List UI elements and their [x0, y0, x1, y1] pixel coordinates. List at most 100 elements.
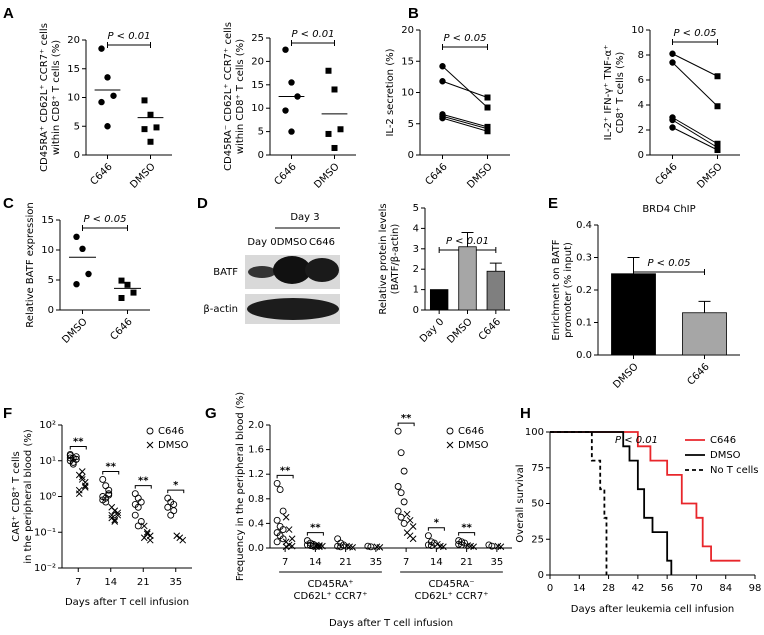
dot — [434, 540, 441, 548]
dot — [143, 530, 151, 538]
y-tick-label: 0.8 — [248, 494, 264, 505]
x-tick-label: DMSO — [60, 316, 89, 345]
y-axis-label: Frequency in the peripheral blood (%) — [235, 392, 246, 581]
y-tick-label: 10⁻² — [34, 563, 56, 574]
dot — [349, 544, 356, 551]
x-tick-label: 14 — [430, 557, 443, 568]
y-tick-label: 10 — [41, 245, 54, 256]
x-axis-label: Days after leukemia cell infusion — [571, 604, 734, 615]
y-axis-label: CAR⁺ CD8⁺ T cells — [11, 451, 22, 541]
dot — [130, 289, 137, 296]
y-tick-label: 1.6 — [248, 445, 264, 456]
y-tick-label: 5 — [408, 119, 414, 130]
y-tick-label: 0 — [408, 150, 414, 161]
legend-label: DMSO — [710, 450, 741, 461]
dot — [69, 460, 77, 468]
group-label: CD62L⁺ CCR7⁺ — [294, 591, 368, 602]
error-bar — [461, 231, 474, 247]
dot — [276, 486, 284, 494]
dot — [273, 538, 281, 546]
p-value: P < 0.01 — [291, 29, 334, 40]
y-axis-label: CD8⁺ T cells (%) — [615, 52, 626, 134]
error-bar — [698, 300, 711, 313]
x-tick-label: 42 — [631, 583, 644, 594]
sig-bracket — [167, 489, 185, 494]
dot — [114, 509, 122, 517]
dot — [316, 543, 323, 551]
dot — [81, 484, 89, 491]
y-tick-label: 4 — [413, 223, 419, 234]
x-tick-label: 35 — [169, 577, 182, 588]
dot — [140, 534, 148, 542]
dot — [427, 542, 435, 549]
dot — [279, 535, 287, 543]
p-value: P < 0.05 — [673, 28, 716, 39]
dot — [75, 486, 83, 494]
y-axis-label: within CD8⁺ T cells (%) — [235, 39, 246, 154]
dot — [455, 540, 463, 548]
dot — [111, 518, 119, 525]
dot — [173, 532, 181, 540]
dot — [73, 281, 80, 288]
significance: * — [434, 518, 440, 529]
dot — [440, 543, 447, 551]
dot — [108, 511, 116, 519]
dot — [714, 147, 721, 153]
y-tick-label: 10 — [631, 25, 644, 36]
y-axis-label: Overall survival — [515, 464, 526, 542]
panel-label: F — [3, 405, 12, 422]
dot — [140, 522, 148, 530]
legend-label: C646 — [158, 426, 184, 437]
dot — [714, 103, 721, 110]
dot — [669, 59, 676, 66]
dot — [409, 535, 417, 543]
x-tick-label: DMSO — [128, 161, 157, 190]
y-tick-label: 0 — [538, 570, 544, 581]
dot — [170, 507, 178, 515]
y-tick-label: 0 — [48, 305, 54, 316]
bar — [682, 312, 727, 356]
dot — [394, 427, 402, 435]
dot — [279, 526, 287, 533]
dot — [110, 92, 117, 99]
significance: ** — [280, 465, 291, 476]
y-tick-label: 5 — [413, 203, 419, 214]
x-tick-label: 84 — [719, 583, 732, 594]
dot — [98, 45, 105, 52]
dot — [131, 511, 139, 519]
legend-label: DMSO — [158, 440, 189, 451]
bar — [429, 289, 449, 311]
dot — [470, 543, 477, 551]
y-tick-label: 100 — [525, 427, 544, 438]
y-tick-label: 10⁻¹ — [34, 527, 56, 538]
panel-label: A — [3, 5, 14, 22]
y-tick-label: 4 — [638, 100, 644, 111]
dot — [325, 130, 332, 137]
panel-label: D — [197, 195, 208, 212]
pair-line — [442, 113, 488, 128]
dot — [141, 126, 148, 133]
y-tick-label: 5 — [48, 275, 54, 286]
dot — [306, 542, 314, 549]
significance: ** — [461, 523, 472, 534]
dot — [98, 98, 105, 106]
x-tick-label: C646 — [424, 161, 450, 187]
y-tick-label: 20 — [251, 56, 264, 67]
blot-band — [247, 298, 339, 320]
y-tick-label: 10 — [67, 93, 80, 104]
group-label: CD62L⁺ CCR7⁺ — [415, 591, 489, 602]
sig-bracket — [276, 474, 294, 479]
y-axis-label: Relative BATF expression — [25, 202, 36, 327]
legend-label: DMSO — [458, 440, 489, 451]
dot — [66, 452, 74, 459]
dot — [282, 46, 289, 53]
pair-line — [672, 127, 718, 151]
significance: ** — [138, 476, 149, 487]
dot — [458, 541, 466, 549]
dot — [714, 140, 721, 147]
blot-header: Day 3 — [290, 212, 319, 223]
dot — [124, 281, 131, 288]
dot — [131, 490, 139, 498]
y-tick-label: 20 — [401, 25, 414, 36]
